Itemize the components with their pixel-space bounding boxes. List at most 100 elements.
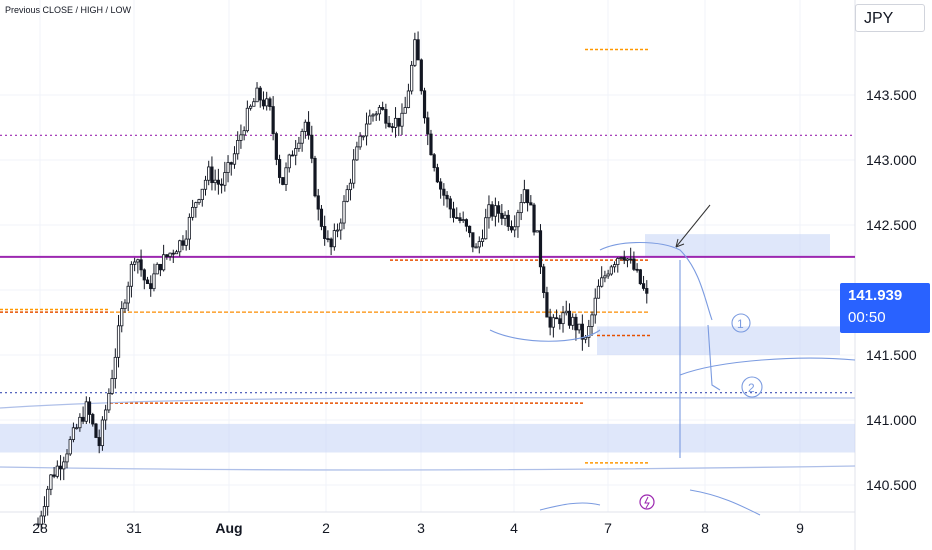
- y-tick-label: 140.500: [866, 477, 917, 493]
- candle-body: [71, 427, 76, 440]
- candle-body: [184, 238, 188, 246]
- candle-body: [62, 461, 66, 470]
- candle-body: [596, 285, 601, 299]
- annotation-circle-1: [731, 313, 751, 333]
- candle-body: [87, 401, 92, 415]
- candle-body: [126, 285, 130, 304]
- candle-body: [574, 316, 578, 331]
- candle-body: [493, 205, 497, 217]
- last-price: 141.939: [848, 287, 903, 304]
- candle-body: [487, 204, 491, 219]
- y-tick-label: 142.500: [866, 217, 917, 233]
- candle-body: [545, 292, 549, 318]
- x-tick-label: 31: [126, 520, 142, 536]
- candle-body: [490, 204, 494, 217]
- curve-trendline: [0, 465, 856, 471]
- candle-body: [65, 453, 69, 463]
- candle-body: [46, 488, 50, 507]
- candle-body: [348, 182, 353, 191]
- candle-body: [426, 117, 430, 135]
- candle-body: [393, 117, 398, 128]
- y-tick-label: 143.500: [866, 87, 917, 103]
- candle-body: [484, 217, 488, 240]
- candle-body: [474, 246, 478, 249]
- candle-body: [403, 107, 407, 114]
- candle-body: [55, 465, 59, 477]
- candle-body: [645, 288, 649, 294]
- candle-body: [252, 101, 256, 107]
- candle-body: [313, 157, 317, 197]
- candle-body: [352, 159, 356, 184]
- candle-body: [42, 506, 47, 517]
- candle-body: [219, 183, 224, 186]
- candle-body: [532, 204, 536, 233]
- candle-body: [564, 310, 568, 314]
- candle-body: [110, 378, 114, 394]
- candle-body: [445, 194, 449, 200]
- candle-body: [406, 90, 411, 108]
- candle-body: [387, 122, 391, 128]
- candle-body: [622, 257, 626, 261]
- y-axis[interactable]: 143.500 143.000 142.500 141.500 141.000 140.5…: [866, 87, 917, 493]
- candle-body: [168, 252, 172, 257]
- lightning-icon: [644, 496, 650, 509]
- annotation-label-1: 1: [737, 317, 744, 331]
- candle-body: [606, 273, 610, 277]
- zone-lower: [0, 423, 855, 453]
- candle-body: [374, 113, 378, 116]
- candle-body: [236, 140, 240, 155]
- candle-body: [303, 121, 307, 132]
- candle-body: [316, 195, 320, 210]
- event-icon: [639, 494, 655, 510]
- candle-body: [590, 314, 594, 327]
- candle-body: [632, 258, 636, 270]
- candle-body: [162, 254, 166, 271]
- candle-body: [413, 39, 417, 66]
- candle-body: [548, 316, 552, 328]
- candle-body: [52, 474, 56, 477]
- candle-body: [390, 126, 394, 129]
- hand-drawn-curve: [489, 329, 601, 342]
- hand-drawn-line: [707, 324, 721, 391]
- candle-body: [377, 107, 382, 115]
- candle-body: [297, 142, 301, 149]
- zone-middle: [597, 326, 840, 355]
- x-axis[interactable]: 28 31 Aug 2 3 4 7 8 9: [32, 520, 804, 536]
- candle-body: [500, 212, 504, 219]
- candle-body: [384, 109, 388, 124]
- candle-body: [326, 238, 330, 240]
- zones: [0, 234, 855, 453]
- candle-body: [165, 254, 169, 257]
- candle-body: [629, 258, 633, 261]
- candle-body: [203, 179, 208, 190]
- candle-body: [58, 465, 63, 470]
- candle-body: [416, 39, 420, 61]
- candle-body: [187, 216, 191, 240]
- hand-drawn-path: [599, 241, 713, 321]
- drawings: 12: [489, 204, 856, 516]
- candle-body: [497, 205, 501, 214]
- candle-body: [281, 177, 285, 185]
- candle-body: [68, 439, 72, 455]
- candle-body: [371, 114, 375, 117]
- candle-body: [323, 226, 327, 239]
- candle-body: [400, 112, 404, 127]
- candle-body: [39, 515, 43, 525]
- candle-body: [529, 202, 533, 206]
- candle-body: [229, 162, 233, 165]
- candle-body: [181, 240, 185, 246]
- candle-body: [587, 326, 591, 338]
- candle-body: [213, 179, 217, 184]
- candle-body: [158, 263, 162, 271]
- currency-label[interactable]: JPY: [855, 4, 925, 32]
- candle-body: [94, 423, 98, 438]
- candle-body: [97, 437, 101, 447]
- candle-body: [245, 107, 249, 132]
- candle-body: [271, 106, 275, 135]
- candle-body: [538, 230, 543, 268]
- annotation-circle-2: [741, 376, 763, 398]
- arrow-head: [675, 238, 685, 248]
- candle-body: [49, 474, 53, 490]
- candle-body: [345, 189, 349, 202]
